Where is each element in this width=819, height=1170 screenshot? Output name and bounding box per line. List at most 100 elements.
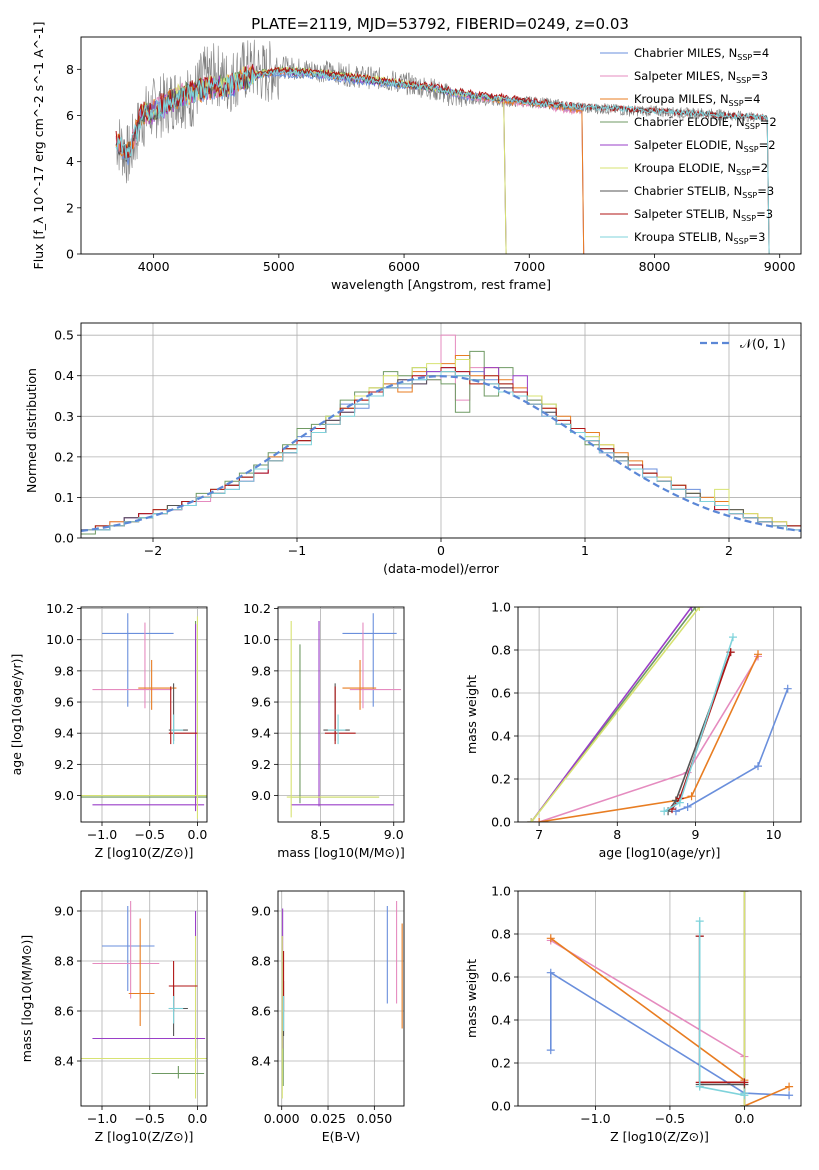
y-tick-label: 8.4: [251, 1054, 271, 1069]
y-tick-label: 8.6: [251, 1004, 271, 1019]
weight-marker: [675, 798, 684, 807]
weight-marker: [785, 1091, 794, 1100]
weight-line-4: [530, 607, 693, 822]
y-tick-label: 0.3: [54, 409, 74, 424]
y-tick-label: 9.0: [251, 904, 271, 919]
legend-label: Kroupa ELODIE, NSSP=2: [634, 161, 768, 177]
x-axis-label: Z [log10(Z/Z⊙)]: [95, 845, 194, 860]
y-tick-label: 8: [66, 62, 74, 77]
legend-value: =4: [744, 92, 761, 106]
panel-weight-vs-age: 7 8 9 10 0.0 0.2 0.4 0.6 0.8 1.0 age [log10(age/yr…: [464, 600, 802, 860]
plot-area: [518, 891, 801, 1106]
y-tick-label: 0.0: [54, 531, 74, 546]
x-axis-label: (data-model)/error: [383, 561, 500, 576]
errorbar-point: [286, 621, 380, 818]
x-axis-label: mass [log10(M/M⊙)]: [277, 845, 405, 860]
legend-label: Kroupa STELIB, NSSP=3: [634, 230, 765, 246]
y-tick-label: 0.1: [54, 490, 74, 505]
normal-reference-curve: [81, 375, 801, 532]
x-tick-label: −1.0: [87, 827, 117, 842]
weight-marker: [546, 934, 555, 943]
errorbar-point: [92, 624, 205, 812]
y-tick-label: 0.4: [491, 729, 511, 744]
weight-marker: [754, 650, 763, 659]
axes-frame: [517, 606, 802, 823]
y-tick-label: 0.0: [491, 815, 511, 830]
plot-area: [81, 323, 801, 538]
y-axis-label: mass [log10(M/M⊙)]: [19, 935, 34, 1063]
legend-label: 𝒩(0, 1): [740, 336, 786, 351]
y-tick-label: 0.5: [54, 328, 74, 343]
panel-residuals: −2 −1 0 1 2 0.0 0.1 0.2 0.3 0.4 0.5 (data-model)/er…: [24, 322, 802, 576]
x-tick-label: −2: [144, 543, 162, 558]
y-tick-label: 0.8: [491, 927, 511, 942]
x-tick-label: 8: [613, 827, 621, 842]
x-tick-label: −0.5: [655, 1111, 685, 1126]
weight-marker: [546, 968, 555, 977]
x-tick-label: 8.5: [311, 827, 331, 842]
errorbar-point: [342, 659, 377, 710]
y-tick-label: 10.2: [243, 601, 271, 616]
y-tick-label: 9.8: [54, 663, 74, 678]
x-tick-label: 0.0: [188, 827, 208, 842]
weight-marker: [535, 818, 544, 822]
y-tick-label: 0.8: [491, 643, 511, 658]
y-tick-label: 0.2: [54, 449, 74, 464]
y-tick-label: 9.6: [251, 695, 271, 710]
weight-marker: [783, 684, 792, 693]
legend-value: =2: [751, 161, 768, 175]
panel-age-vs-Z: −1.0 −0.5 0.0 9.0 9.2 9.4 9.6 9.8 10.0 10.2 Z [log…: [9, 601, 208, 860]
plot-area: [81, 891, 207, 1106]
y-tick-label: 4: [66, 154, 74, 169]
plot-area: [115, 39, 770, 254]
x-tick-label: 0: [437, 543, 445, 558]
errorbar-point: [324, 686, 356, 745]
y-tick-label: 0.4: [491, 1013, 511, 1028]
plot-area: [278, 891, 404, 1106]
x-axis-label: Z [log10(Z/Z⊙)]: [95, 1129, 194, 1144]
legend-value: =3: [751, 69, 768, 83]
y-tick-label: 1.0: [491, 600, 511, 615]
y-tick-label: 2: [66, 200, 74, 215]
errorbar-point: [92, 901, 160, 999]
panels-layer: 4000 5000 6000 7000 8000 9000 0 2 4 6 8 wavelength …: [9, 22, 802, 1144]
figure-title: PLATE=2119, MJD=53792, FIBERID=0249, z=0…: [251, 15, 629, 33]
errorbar-point: [170, 714, 184, 745]
y-tick-label: 0.0: [491, 1099, 511, 1114]
x-axis-label: Z [log10(Z/Z⊙)]: [610, 1129, 709, 1144]
y-tick-label: 0.6: [491, 970, 511, 985]
legend-subscript: SSP: [742, 191, 757, 200]
axes-frame: [80, 36, 802, 255]
weight-marker: [687, 792, 696, 801]
y-axis-label: mass weight: [464, 675, 479, 754]
x-tick-label: 5000: [263, 259, 295, 274]
y-tick-label: 10.0: [243, 632, 271, 647]
y-tick-label: 8.8: [251, 954, 271, 969]
y-tick-label: 9.4: [54, 726, 74, 741]
panel-weight-vs-Z: −1.0 −0.5 0.0 0.0 0.2 0.4 0.6 0.8 1.0 Z [log10(Z/…: [464, 884, 802, 1144]
y-tick-label: 9.8: [251, 663, 271, 678]
y-axis-label: age [log10(age/yr)]: [9, 654, 24, 776]
weight-marker: [687, 607, 696, 611]
x-tick-label: −1.0: [87, 1111, 117, 1126]
legend: 𝒩(0, 1): [700, 336, 786, 351]
legend-value: =3: [749, 230, 766, 244]
errorbar-point: [102, 613, 174, 707]
y-tick-label: 9.2: [251, 757, 271, 772]
y-tick-label: 1.0: [491, 884, 511, 899]
histogram-7: [81, 367, 801, 531]
errorbar-point: [92, 622, 172, 709]
legend-label: Salpeter MILES, NSSP=3: [634, 69, 768, 85]
y-tick-label: 9.0: [54, 904, 74, 919]
legend-subscript: SSP: [729, 99, 744, 108]
y-tick-label: 6: [66, 108, 74, 123]
weight-line-0: [675, 688, 789, 813]
plot-area: [518, 607, 801, 822]
x-tick-label: 0.0: [188, 1111, 208, 1126]
weight-marker: [740, 1089, 749, 1098]
errorbar-point: [342, 613, 397, 707]
errorbar-point: [138, 659, 177, 710]
x-tick-label: 8000: [639, 259, 671, 274]
x-tick-label: −1: [288, 543, 306, 558]
